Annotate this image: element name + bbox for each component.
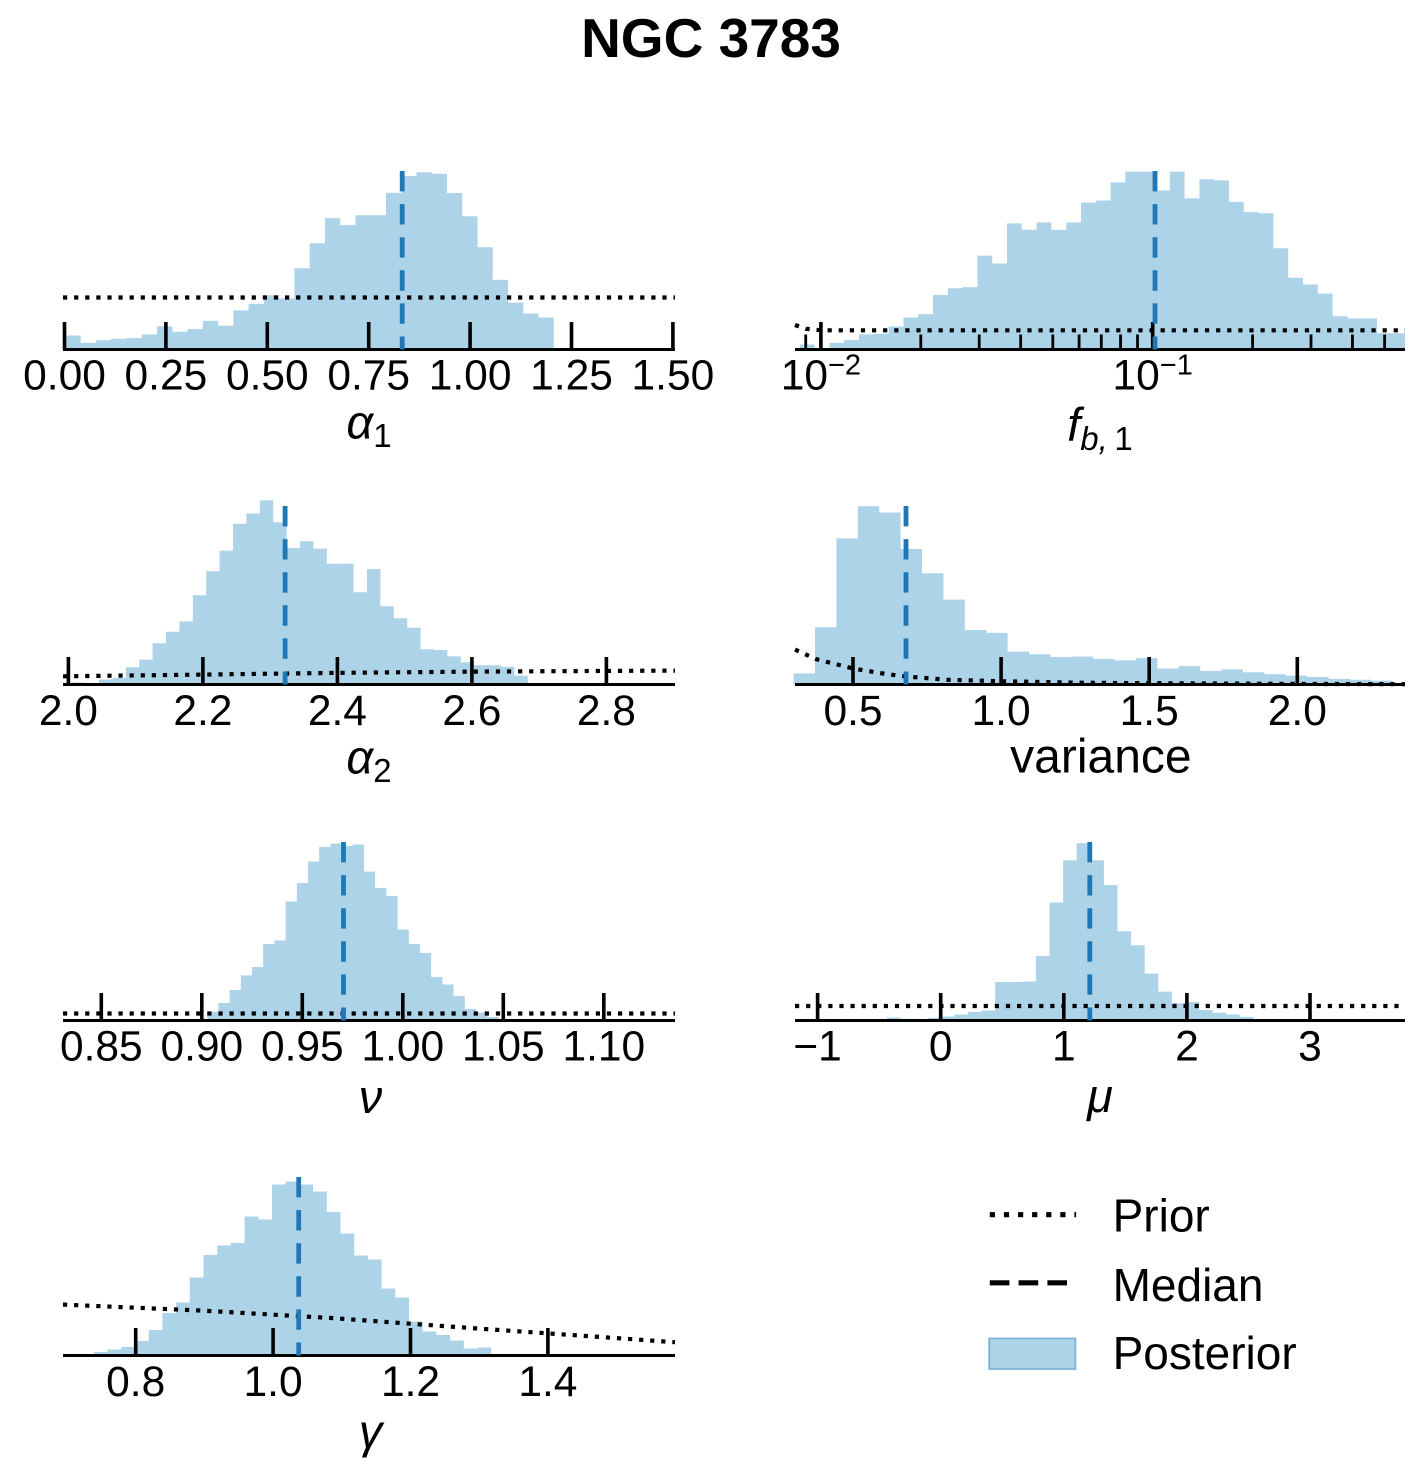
- svg-text:α2: α2: [346, 731, 391, 790]
- svg-text:1.4: 1.4: [518, 1359, 577, 1406]
- svg-text:NGC 3783: NGC 3783: [581, 7, 841, 69]
- svg-text:0: 0: [929, 1024, 953, 1071]
- svg-text:γ: γ: [359, 1405, 385, 1458]
- svg-text:−1: −1: [793, 1024, 841, 1071]
- svg-text:2.2: 2.2: [173, 688, 232, 735]
- svg-text:2.6: 2.6: [442, 688, 501, 735]
- svg-text:1.00: 1.00: [429, 353, 512, 400]
- svg-text:2.0: 2.0: [1268, 688, 1327, 735]
- svg-text:Median: Median: [1113, 1259, 1264, 1311]
- svg-text:0.50: 0.50: [226, 353, 309, 400]
- svg-text:0.85: 0.85: [60, 1024, 143, 1071]
- svg-text:0.00: 0.00: [23, 353, 106, 400]
- svg-text:1.00: 1.00: [361, 1024, 444, 1071]
- svg-text:3: 3: [1298, 1024, 1322, 1071]
- svg-text:0.5: 0.5: [823, 688, 882, 735]
- svg-text:1.0: 1.0: [972, 688, 1031, 735]
- svg-text:0.90: 0.90: [160, 1024, 243, 1071]
- svg-text:1.50: 1.50: [632, 353, 715, 400]
- svg-text:Posterior: Posterior: [1113, 1327, 1297, 1379]
- svg-text:ν: ν: [359, 1070, 383, 1123]
- svg-text:1.2: 1.2: [381, 1359, 440, 1406]
- svg-text:0.75: 0.75: [327, 353, 410, 400]
- svg-text:1: 1: [1052, 1024, 1076, 1071]
- svg-text:0.25: 0.25: [125, 353, 208, 400]
- svg-text:0.95: 0.95: [261, 1024, 344, 1071]
- svg-text:2: 2: [1175, 1024, 1199, 1071]
- svg-text:variance: variance: [1010, 731, 1191, 784]
- svg-text:0.8: 0.8: [106, 1359, 165, 1406]
- svg-text:1.5: 1.5: [1120, 688, 1179, 735]
- svg-text:1.05: 1.05: [462, 1024, 545, 1071]
- svg-text:1.10: 1.10: [562, 1024, 645, 1071]
- svg-text:1.0: 1.0: [244, 1359, 303, 1406]
- svg-text:1.25: 1.25: [530, 353, 613, 400]
- svg-text:2.4: 2.4: [308, 688, 367, 735]
- svg-text:μ: μ: [1086, 1069, 1113, 1122]
- svg-text:2.0: 2.0: [39, 688, 98, 735]
- svg-text:10−1: 10−1: [1113, 350, 1193, 400]
- svg-text:2.8: 2.8: [577, 688, 636, 735]
- svg-text:Prior: Prior: [1113, 1189, 1210, 1241]
